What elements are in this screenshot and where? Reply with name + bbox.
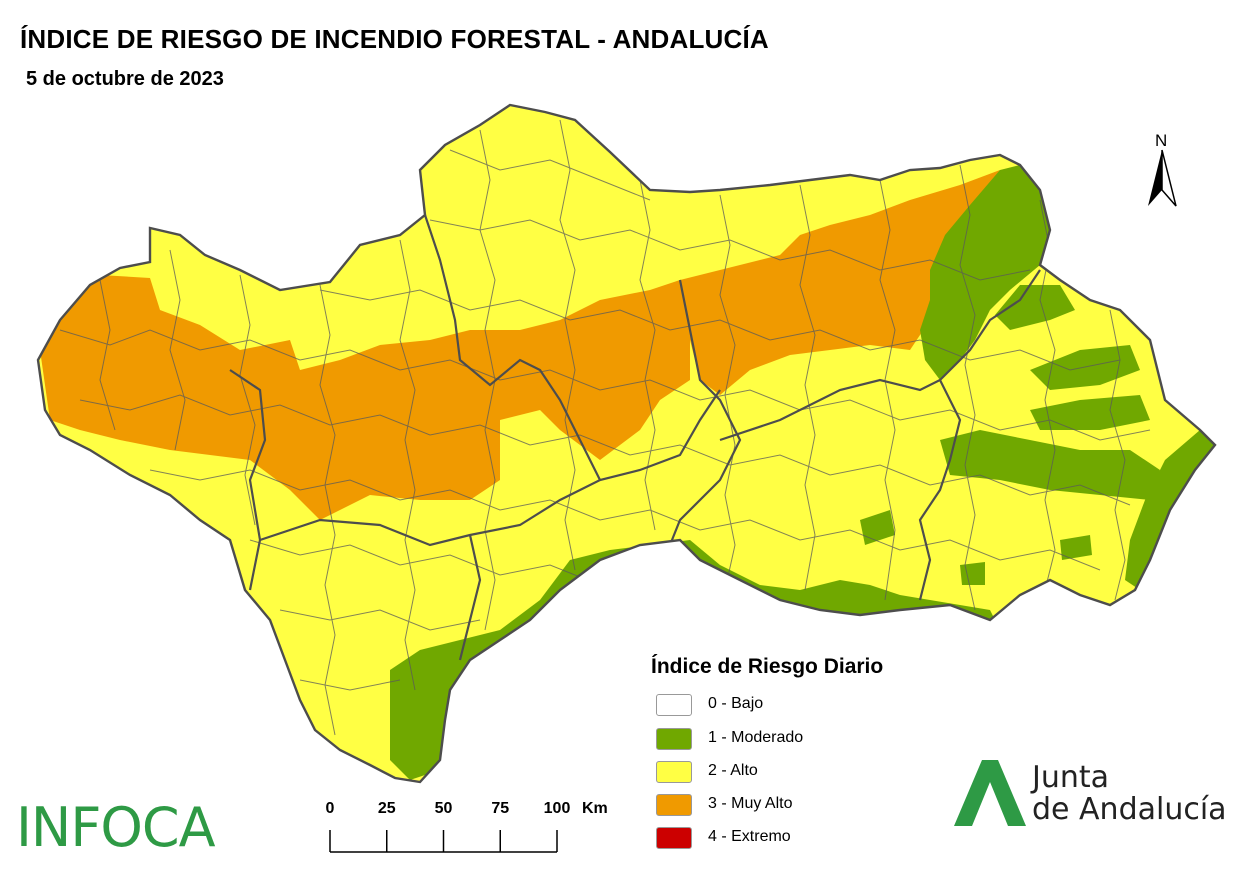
junta-andalucia-logo-icon (954, 760, 1026, 826)
legend-title: Índice de Riesgo Diario (651, 655, 884, 678)
risk-zone-moderado-east-interior (940, 430, 1160, 500)
scale-unit: Km (582, 800, 608, 817)
risk-zone-muy-alto-west (40, 275, 700, 520)
provincial-boundaries (229, 214, 1041, 661)
scale-tick-label: 100 (543, 800, 571, 817)
map-date: 5 de octubre de 2023 (26, 68, 224, 90)
junta-line1: Junta (1032, 760, 1110, 795)
scale-bar-line (329, 830, 558, 853)
risk-zone-moderado-spot3 (960, 562, 985, 585)
scale-tick-label: 75 (491, 800, 510, 817)
risk-zone-moderado-coast (390, 540, 1000, 780)
north-arrow-icon (1148, 149, 1177, 207)
junta-andalucia-logo-text: Junta de Andalucía (1032, 762, 1227, 826)
risk-zone-moderado-spot1 (860, 510, 895, 545)
risk-zone-muy-alto-north (680, 170, 1010, 395)
legend-swatch (656, 694, 692, 716)
scale-tick-label: 0 (325, 800, 335, 817)
scale-tick-label: 25 (377, 800, 396, 817)
legend-label: 3 - Muy Alto (708, 795, 793, 812)
infoca-logo: INFOCA (16, 796, 216, 859)
risk-zone-moderado-east-ridge (920, 165, 1050, 380)
risk-zone-moderado-spot2 (1060, 535, 1092, 560)
scale-bar: 0 25 50 75 100 Km (320, 800, 620, 860)
legend-swatch (656, 728, 692, 750)
scale-tick-label: 50 (434, 800, 453, 817)
legend-label: 1 - Moderado (708, 729, 804, 746)
legend-label: 2 - Alto (708, 762, 758, 779)
risk-zone-moderado-east-north (995, 285, 1075, 330)
junta-line2: de Andalucía (1032, 792, 1227, 827)
legend-swatch (656, 827, 692, 849)
legend-label: 4 - Extremo (708, 828, 791, 845)
legend-label: 0 - Bajo (708, 695, 764, 712)
map-title: ÍNDICE DE RIESGO DE INCENDIO FORESTAL - … (20, 24, 769, 54)
legend-swatch (656, 794, 692, 816)
north-arrow-label: N (1155, 131, 1168, 150)
andalucia-outline (36, 103, 1217, 784)
legend-swatch (656, 761, 692, 783)
risk-zone-moderado-east-mid2 (1030, 395, 1150, 430)
